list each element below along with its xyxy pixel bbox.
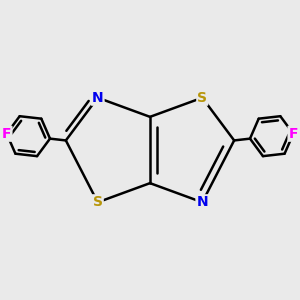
Text: N: N [196, 195, 208, 209]
Text: S: S [93, 195, 103, 209]
Text: F: F [289, 127, 298, 141]
Text: F: F [2, 127, 11, 141]
Text: S: S [197, 91, 207, 105]
Text: N: N [92, 91, 103, 105]
